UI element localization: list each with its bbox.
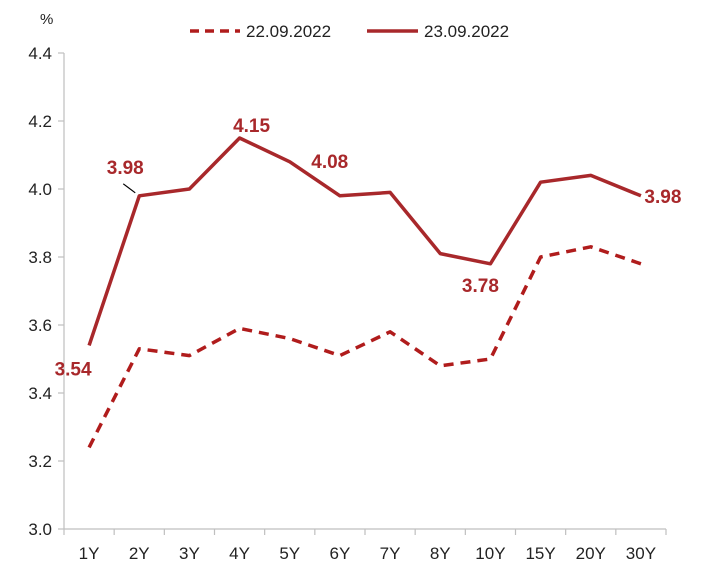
x-tick-label: 30Y [626,544,656,563]
series-line-22.09.2022 [87,245,642,449]
y-tick-label: 3.4 [28,384,52,403]
data-label: 3.98 [107,158,144,179]
legend-label: 22.09.2022 [246,22,331,41]
data-label: 3.54 [55,359,92,380]
data-label: 4.15 [233,116,270,137]
x-tick-label: 2Y [129,544,150,563]
x-tick-label: 7Y [380,544,401,563]
series-line-23.09.2022 [87,136,642,346]
x-tick-label: 5Y [279,544,300,563]
legend: 22.09.2022 23.09.2022 [190,22,509,41]
x-tick-label: 15Y [525,544,555,563]
y-tick-label: 4.4 [28,44,52,63]
y-tick-label: 4.2 [28,112,52,131]
y-tick-label: 3.2 [28,452,52,471]
data-labels: 3.54 3.98 4.15 4.08 3.78 3.98 [55,116,682,380]
x-tick-label: 20Y [576,544,606,563]
data-label: 3.98 [644,187,681,208]
series-group [87,136,642,449]
x-tick-label: 3Y [179,544,200,563]
y-tick-label: 3.6 [28,316,52,335]
legend-label: 23.09.2022 [424,22,509,41]
axes: 3.0 3.2 3.4 3.6 3.8 4.0 4.2 4.4 1Y 2Y 3Y 4Y 5Y 6Y 7Y 8Y… [28,44,667,563]
y-tick-label: 3.8 [28,248,52,267]
data-label: 3.78 [462,276,499,297]
leader-line [122,183,136,194]
data-label: 4.08 [311,152,348,173]
x-tick-label: 4Y [229,544,250,563]
y-tick-label: 3.0 [28,520,52,539]
x-tick-label: 1Y [79,544,100,563]
x-tick-label: 8Y [430,544,451,563]
y-tick-label: 4.0 [28,180,52,199]
x-tick-label: 6Y [330,544,351,563]
y-axis-unit: % [40,11,53,28]
x-tick-label: 10Y [475,544,505,563]
